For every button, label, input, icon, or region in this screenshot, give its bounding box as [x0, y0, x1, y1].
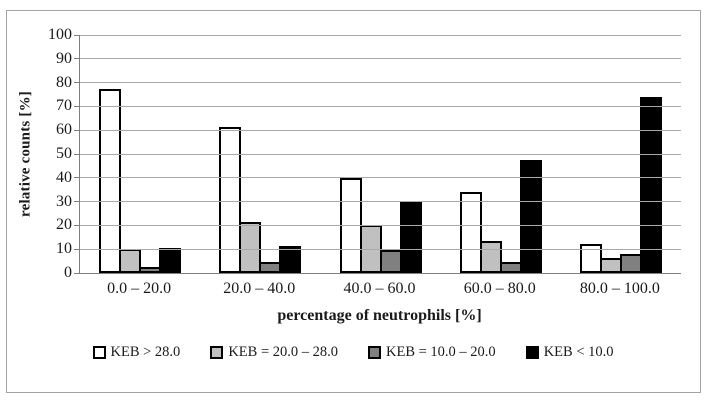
y-tick-mark [74, 153, 80, 155]
y-tick-mark [74, 82, 80, 84]
gridline [80, 105, 681, 107]
y-tick-mark [74, 272, 80, 274]
bar [139, 267, 162, 273]
legend-swatch [525, 346, 539, 359]
y-tick-mark [74, 224, 80, 226]
bar [259, 262, 282, 273]
y-tick-label: 0 [64, 264, 72, 281]
bar [459, 192, 482, 273]
bar [119, 249, 142, 273]
legend-swatch [92, 346, 106, 359]
gridline [80, 34, 681, 36]
y-tick-label: 30 [56, 192, 72, 210]
y-tick-label: 80 [56, 73, 72, 91]
gridline [80, 58, 681, 60]
y-tick-label: 60 [56, 121, 72, 139]
legend-item: KEB > 28.0 [92, 344, 181, 361]
y-tick-label: 40 [56, 168, 72, 186]
y-tick-label: 10 [56, 240, 72, 258]
plot-area: 0 10 20 30 40 50 60 70 80 90 100 [48, 26, 681, 281]
legend-item: KEB < 10.0 [525, 344, 614, 361]
bar [399, 201, 422, 273]
y-tick-label: 70 [56, 97, 72, 115]
legend-label: KEB = 20.0 – 28.0 [228, 344, 338, 360]
gridline [80, 177, 681, 179]
gridline [80, 201, 681, 203]
legend-label: KEB < 10.0 [543, 344, 614, 360]
bar [499, 262, 522, 273]
bar [639, 96, 662, 273]
legend-item: KEB = 10.0 – 20.0 [368, 344, 496, 361]
y-tick-mark [74, 248, 80, 250]
legend-swatch [210, 346, 224, 359]
bar [599, 257, 622, 273]
x-tick-label: 40.0 – 60.0 [343, 280, 416, 297]
bar [619, 253, 642, 273]
bar [479, 240, 502, 273]
y-tick-mark [74, 129, 80, 131]
x-axis-tick-labels: 0.0 – 20.0 20.0 – 40.0 40.0 – 60.0 60.0 – 8… [79, 280, 680, 298]
bar-groups [80, 35, 681, 273]
bar [159, 248, 182, 273]
legend: KEB > 28.0 KEB = 20.0 – 28.0 KEB = 10.0 – … [6, 344, 700, 361]
bar [219, 126, 242, 273]
gridline [80, 224, 681, 226]
bar [99, 88, 122, 273]
y-tick-label: 20 [56, 216, 72, 234]
bar [379, 250, 402, 273]
bar-group [561, 35, 681, 273]
legend-label: KEB > 28.0 [110, 344, 181, 360]
bar [279, 245, 302, 273]
gridline [80, 153, 681, 155]
y-tick-mark [74, 58, 80, 60]
x-axis-title: percentage of neutrophils [%] [277, 307, 482, 324]
y-tick-mark [74, 177, 80, 179]
y-tick-mark [74, 105, 80, 107]
gridline [80, 248, 681, 250]
x-tick-label: 80.0 – 100.0 [579, 280, 660, 297]
y-tick-label: 100 [48, 26, 72, 43]
legend-swatch [368, 346, 381, 359]
bar-group [200, 35, 320, 273]
y-tick-label: 90 [56, 49, 72, 67]
x-tick-label: 0.0 – 20.0 [107, 280, 172, 297]
legend-label: KEB = 10.0 – 20.0 [386, 344, 496, 360]
y-tick-mark [74, 34, 80, 36]
gridline [80, 82, 681, 84]
legend-item: KEB = 20.0 – 28.0 [210, 344, 338, 361]
bar [519, 159, 542, 273]
y-tick-label: 50 [56, 145, 72, 162]
bar-group [441, 35, 561, 273]
gridline [80, 129, 681, 131]
x-tick-label: 60.0 – 80.0 [463, 280, 536, 297]
y-tick-mark [74, 201, 80, 203]
x-tick-label: 20.0 – 40.0 [223, 280, 296, 297]
bar [239, 221, 262, 273]
